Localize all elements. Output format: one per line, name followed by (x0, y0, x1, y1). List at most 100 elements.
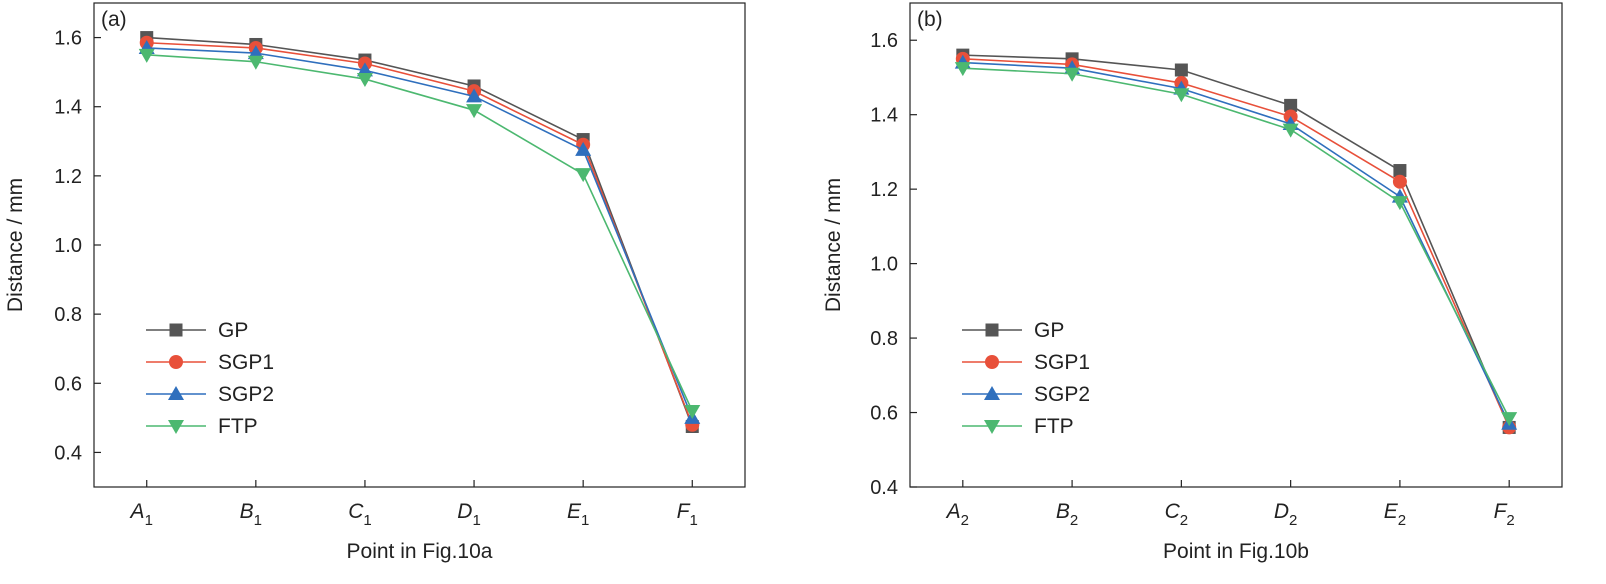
x-tick-subscript: 2 (1070, 512, 1078, 529)
x-tick-subscript: 1 (690, 512, 698, 529)
y-tick-label: 0.8 (870, 328, 898, 350)
x-tick-label: F1 (677, 500, 698, 529)
y-tick-label: 1.2 (870, 179, 898, 201)
data-point-gp (1393, 164, 1407, 178)
y-tick-label: 1.6 (870, 30, 898, 52)
x-tick-letter: B (240, 500, 254, 523)
legend-label: GP (218, 319, 248, 342)
legend-label: GP (1034, 319, 1064, 342)
x-tick-label: D2 (1274, 500, 1298, 529)
data-point-sgp2 (247, 45, 264, 60)
x-tick-label: C1 (348, 500, 372, 529)
data-point-sgp2 (466, 88, 483, 103)
data-point-ftp (1391, 196, 1408, 211)
x-tick-label: F2 (1494, 500, 1515, 529)
x-tick-subscript: 2 (1180, 512, 1188, 529)
y-tick-label: 1.4 (870, 105, 898, 127)
x-tick-subscript: 1 (145, 512, 153, 529)
y-tick-label: 1.6 (54, 28, 82, 50)
series-ftp (138, 48, 701, 419)
y-tick-label: 1.0 (870, 254, 898, 276)
x-tick-label: A1 (129, 500, 153, 529)
legend-label: FTP (1034, 415, 1074, 438)
legend-marker (985, 323, 999, 337)
legend-marker (984, 420, 1000, 434)
x-tick-subscript: 1 (472, 512, 480, 529)
data-point-ftp (684, 404, 701, 419)
legend-marker (169, 355, 183, 369)
series-ftp (954, 62, 1518, 427)
data-point-ftp (1282, 123, 1299, 138)
data-point-ftp (1501, 412, 1518, 427)
panel-label: (a) (101, 8, 127, 31)
legend-item: FTP (962, 415, 1074, 438)
x-tick-letter: C (1165, 500, 1181, 523)
legend-item: SGP1 (962, 351, 1090, 374)
x-tick-letter: C (348, 500, 364, 523)
x-tick-label: C2 (1165, 500, 1189, 529)
panel-label: (b) (917, 8, 943, 31)
x-tick-subscript: 2 (1289, 512, 1297, 529)
series-sgp2 (138, 39, 701, 424)
data-point-ftp (575, 168, 592, 183)
legend-label: SGP2 (1034, 383, 1090, 406)
legend-item: FTP (146, 415, 258, 438)
series-line-ftp (962, 67, 1510, 419)
x-tick-subscript: 2 (961, 512, 969, 529)
legend: GP SGP1 SGP2 FTP (962, 319, 1090, 438)
x-tick-letter: B (1056, 500, 1070, 523)
data-point-ftp (954, 62, 971, 77)
data-point-gp (1284, 98, 1298, 112)
x-tick-subscript: 2 (1398, 512, 1406, 529)
x-tick-letter: E (567, 500, 582, 523)
y-axis-title: Distance / mm (4, 178, 27, 312)
x-tick-letter: A (129, 500, 145, 523)
data-point-ftp (356, 73, 373, 88)
legend-marker (168, 420, 184, 434)
x-tick-letter: D (1274, 500, 1289, 523)
data-point-ftp (138, 48, 155, 63)
y-tick-label: 0.4 (870, 477, 898, 499)
x-tick-subscript: 1 (363, 512, 371, 529)
data-point-ftp (1173, 88, 1190, 103)
legend-marker (168, 386, 184, 400)
data-point-sgp2 (575, 141, 592, 156)
plot-frame (93, 2, 746, 488)
x-tick-label: B1 (240, 500, 262, 529)
series-line-sgp1 (962, 58, 1510, 428)
y-tick-label: 1.4 (54, 97, 82, 119)
legend-item: SGP1 (146, 351, 274, 374)
y-tick-label: 0.8 (54, 304, 82, 326)
y-tick-label: 1.0 (54, 235, 82, 257)
y-axis-title: Distance / mm (822, 178, 845, 312)
legend-item: GP (962, 319, 1064, 342)
legend-label: SGP2 (218, 383, 274, 406)
x-tick-letter: E (1384, 500, 1399, 523)
x-tick-letter: F (1494, 500, 1508, 523)
legend-marker (984, 386, 1000, 400)
series-sgp1 (955, 51, 1517, 435)
legend-marker (985, 355, 999, 369)
y-tick-label: 1.2 (54, 166, 82, 188)
legend-item: GP (146, 319, 248, 342)
x-tick-subscript: 2 (1506, 512, 1514, 529)
x-axis-title: Point in Fig.10a (347, 540, 493, 563)
x-tick-letter: D (457, 500, 472, 523)
x-tick-subscript: 1 (581, 512, 589, 529)
legend-item: SGP2 (962, 383, 1090, 406)
legend-marker (169, 323, 183, 337)
x-tick-label: B2 (1056, 500, 1078, 529)
series-line-sgp2 (962, 61, 1510, 425)
data-point-gp (1174, 63, 1188, 77)
y-tick-label: 0.4 (54, 442, 82, 464)
x-tick-letter: A (945, 500, 961, 523)
y-tick-label: 0.6 (870, 403, 898, 425)
x-tick-label: A2 (945, 500, 969, 529)
series-line-gp (146, 36, 694, 427)
data-point-ftp (1064, 67, 1081, 82)
series-line-gp (962, 54, 1510, 428)
legend-label: SGP1 (1034, 351, 1090, 374)
